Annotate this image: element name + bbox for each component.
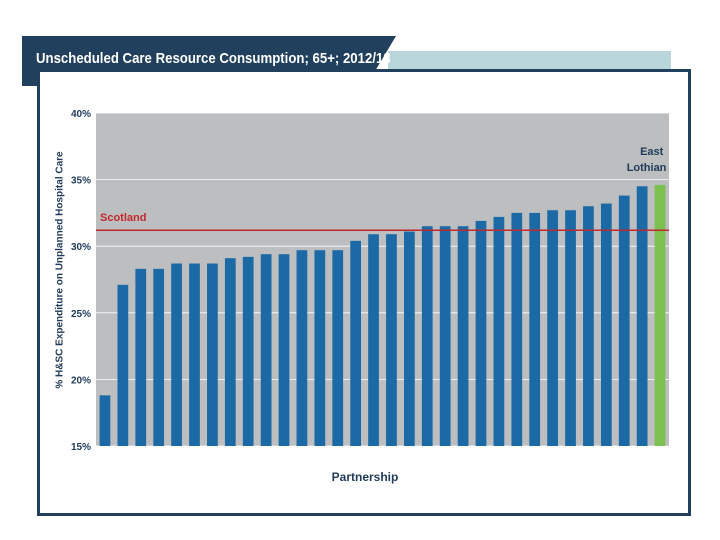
bar bbox=[600, 203, 612, 446]
y-axis-ticks: 40% 35% 30% 25% 20% 15% bbox=[71, 109, 91, 453]
bar bbox=[242, 256, 254, 446]
bar bbox=[368, 234, 379, 446]
x-axis-label: Partnership bbox=[331, 470, 399, 484]
bar bbox=[260, 254, 272, 446]
bar bbox=[403, 231, 415, 446]
bar bbox=[153, 268, 165, 446]
bar bbox=[135, 268, 147, 446]
east-lothian-label-line-2: Lothian bbox=[627, 162, 667, 174]
chart-title: Unscheduled Care Resource Consumption; 6… bbox=[36, 50, 391, 67]
bar bbox=[171, 263, 182, 446]
bar bbox=[189, 263, 200, 446]
bar bbox=[386, 234, 397, 446]
bar bbox=[547, 210, 558, 446]
east-lothian-label-line-1: East bbox=[640, 146, 664, 158]
bar bbox=[636, 186, 648, 446]
scotland-reference-label: Scotland bbox=[100, 212, 146, 224]
y-tick-label: 40% bbox=[71, 109, 91, 120]
bar bbox=[618, 195, 630, 446]
bar bbox=[332, 250, 344, 446]
banner-accent-bar bbox=[388, 51, 671, 71]
bar bbox=[117, 284, 129, 446]
bar-east-lothian bbox=[654, 184, 666, 447]
bar bbox=[439, 226, 451, 446]
y-axis-label: % H&SC Expenditure on Unplanned Hospital… bbox=[54, 151, 66, 389]
y-tick-label: 15% bbox=[71, 442, 91, 453]
bar bbox=[296, 250, 308, 446]
bar bbox=[350, 240, 362, 446]
y-tick-label: 30% bbox=[71, 242, 91, 253]
bar bbox=[278, 254, 290, 446]
bar bbox=[314, 250, 326, 446]
bar bbox=[529, 212, 541, 446]
y-tick-label: 25% bbox=[71, 309, 91, 320]
bar bbox=[583, 206, 594, 446]
bar bbox=[475, 220, 487, 446]
bar bbox=[421, 226, 433, 446]
bar bbox=[207, 263, 218, 446]
bar bbox=[99, 395, 111, 446]
bar bbox=[565, 210, 576, 446]
bar bbox=[511, 212, 523, 446]
bar bbox=[457, 226, 469, 446]
y-tick-label: 35% bbox=[71, 176, 91, 187]
bar bbox=[224, 258, 236, 446]
bar-series bbox=[99, 184, 666, 447]
bar bbox=[493, 216, 505, 446]
y-tick-label: 20% bbox=[71, 375, 91, 386]
east-lothian-label: East Lothian bbox=[627, 146, 667, 174]
